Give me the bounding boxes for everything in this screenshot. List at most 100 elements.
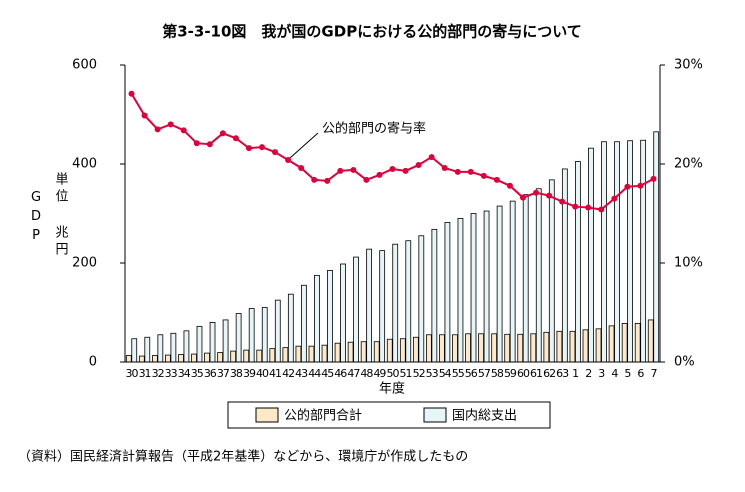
- bar: [379, 250, 386, 363]
- legend-swatch: [423, 407, 447, 423]
- bar: [295, 345, 302, 363]
- bar: [314, 274, 320, 363]
- line-point: [311, 176, 318, 183]
- bar: [287, 293, 294, 363]
- line-point: [245, 145, 252, 152]
- line-point: [637, 182, 644, 189]
- line-point: [259, 144, 266, 151]
- line-point: [533, 189, 540, 196]
- bar: [157, 334, 164, 363]
- bar: [405, 240, 412, 363]
- y-axis-label: GDP: [29, 190, 44, 247]
- bar: [274, 299, 281, 363]
- bar: [491, 333, 498, 363]
- bar: [595, 328, 602, 363]
- line-point: [559, 198, 566, 205]
- y2-tick-label: 30%: [674, 58, 703, 73]
- x-tick-label: 56: [465, 367, 478, 380]
- bar: [230, 350, 237, 363]
- bar: [261, 307, 268, 363]
- line-point: [350, 166, 357, 173]
- bar: [621, 322, 628, 363]
- x-tick-label: 4: [611, 367, 618, 380]
- bar: [431, 228, 438, 363]
- bar: [347, 341, 354, 363]
- bar: [300, 284, 307, 363]
- x-tick-label: 54: [439, 367, 452, 380]
- y2-tick-label: 10%: [674, 256, 703, 271]
- bar: [353, 256, 359, 363]
- line-point: [402, 167, 409, 174]
- x-tick-label: 36: [204, 367, 217, 380]
- x-tick-label: 1: [572, 367, 578, 380]
- chart-title: 第3-3-10図 我が国のGDPにおける公的部門の寄与について: [162, 23, 582, 41]
- y-tick-label: 0: [89, 355, 97, 370]
- bar: [483, 210, 490, 363]
- x-tick-label: 35: [191, 367, 204, 380]
- bar: [334, 342, 341, 363]
- line-point: [206, 141, 213, 148]
- bar: [608, 325, 615, 363]
- bar: [601, 141, 607, 363]
- bar: [426, 334, 432, 363]
- x-tick-label: 41: [269, 367, 281, 380]
- bar: [465, 333, 471, 363]
- bar: [444, 222, 451, 363]
- line-point: [193, 140, 200, 147]
- bar: [282, 347, 289, 363]
- bar: [575, 161, 581, 363]
- line-point: [298, 164, 305, 171]
- bar: [418, 235, 425, 363]
- line-point: [128, 90, 135, 97]
- line-point: [519, 194, 526, 201]
- bar: [327, 270, 333, 363]
- bar: [614, 141, 620, 363]
- x-tick-label: 48: [360, 367, 373, 380]
- bar: [412, 336, 419, 363]
- line-point: [232, 135, 239, 142]
- line-point: [598, 206, 605, 213]
- line-point: [285, 157, 292, 164]
- bar: [530, 333, 537, 363]
- x-tick-label: 5: [624, 367, 631, 380]
- x-tick-label: 47: [347, 367, 360, 380]
- bar: [399, 338, 406, 363]
- bar: [548, 179, 555, 363]
- y-axis-unit: 単位 兆円: [53, 171, 69, 259]
- line-point: [611, 195, 618, 202]
- x-tick-label: 49: [373, 367, 386, 380]
- bar: [217, 352, 224, 363]
- line-point: [428, 154, 435, 161]
- line-point: [272, 149, 279, 156]
- annotation: 公的部門の寄与率: [322, 121, 426, 137]
- x-tick-label: 51: [400, 367, 412, 380]
- bar: [183, 330, 190, 363]
- bar: [125, 355, 132, 363]
- bar: [627, 140, 633, 363]
- x-tick-label: 58: [491, 367, 504, 380]
- bar: [452, 334, 458, 363]
- line-point: [585, 204, 592, 211]
- bar: [144, 336, 151, 363]
- y2-tick-label: 20%: [674, 157, 703, 172]
- x-tick-label: 6: [637, 367, 644, 380]
- x-tick-label: 57: [478, 367, 491, 380]
- x-tick-label: 55: [452, 367, 465, 380]
- bar: [535, 188, 542, 363]
- bar: [222, 319, 229, 363]
- bar: [457, 218, 464, 363]
- bar: [178, 354, 184, 363]
- x-tick-label: 53: [426, 367, 439, 380]
- line-point: [363, 176, 370, 183]
- bar: [569, 330, 576, 363]
- bar: [308, 345, 315, 363]
- x-tick-label: 34: [178, 367, 191, 380]
- line-point: [415, 161, 422, 168]
- bar: [152, 355, 158, 363]
- annotation-leader: [289, 132, 319, 159]
- x-tick-label: 46: [334, 367, 347, 380]
- x-tick-label: 63: [556, 367, 569, 380]
- bar: [131, 338, 138, 363]
- y-tick-label: 400: [72, 157, 97, 172]
- bar: [522, 194, 529, 363]
